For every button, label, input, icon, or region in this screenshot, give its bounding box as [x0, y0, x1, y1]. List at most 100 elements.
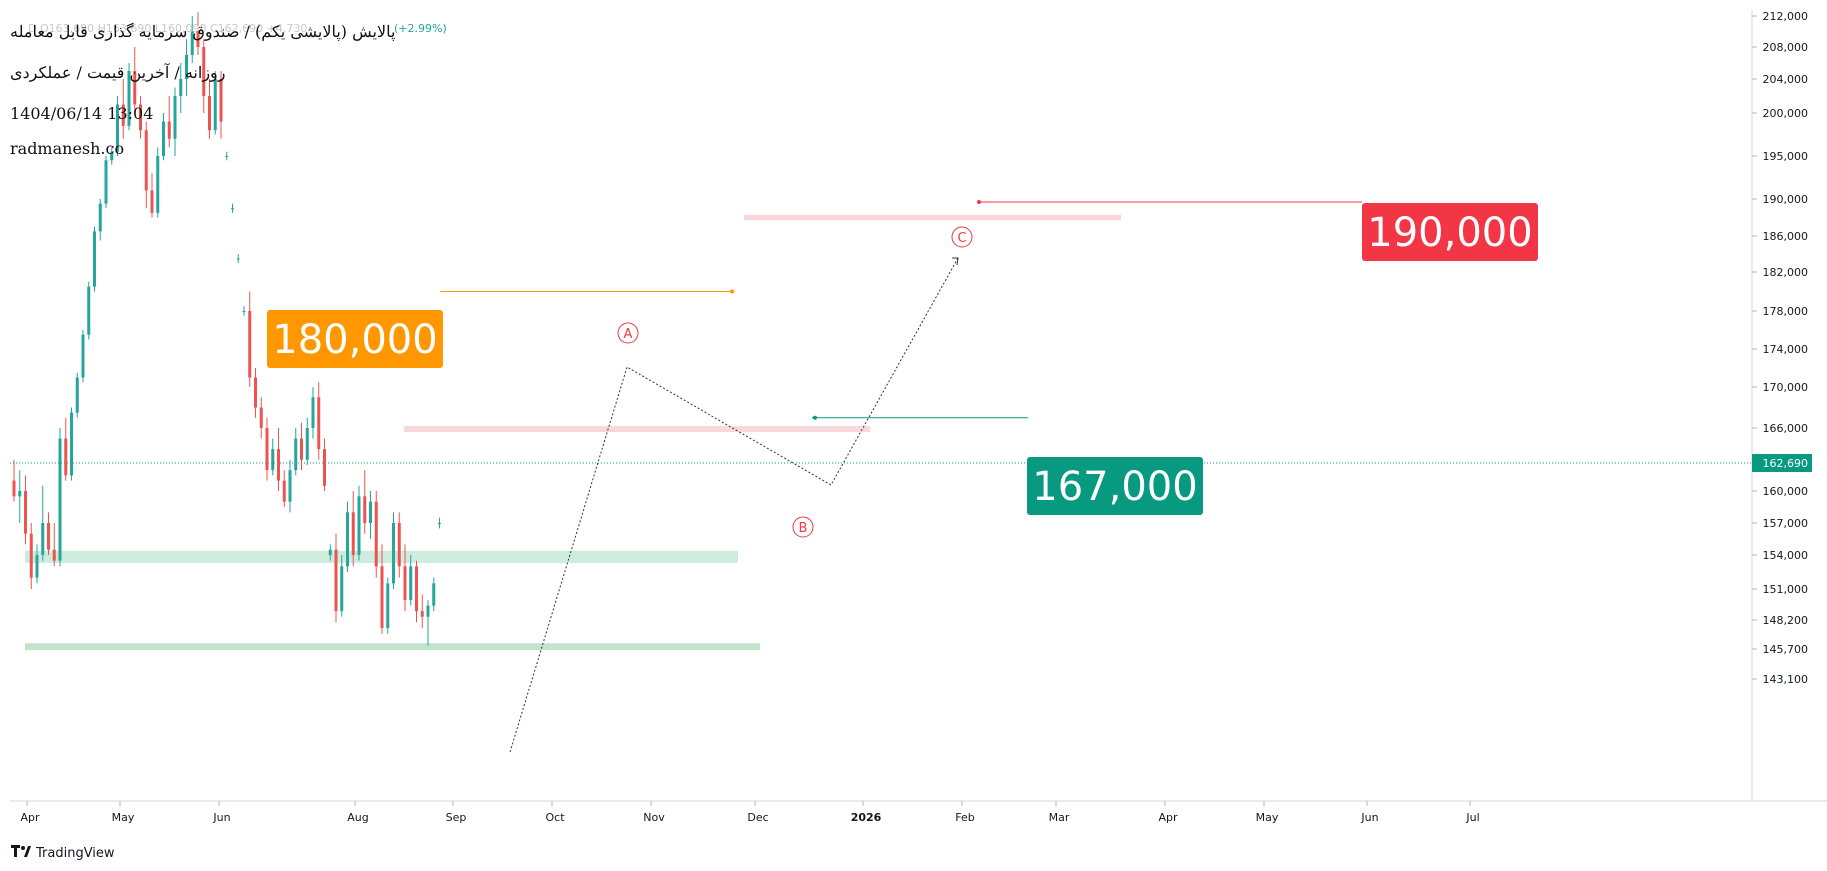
last-price-badge	[1752, 454, 1812, 472]
price-label-red[interactable]: 190,000	[1362, 203, 1538, 261]
candle[interactable]	[58, 428, 62, 567]
candle[interactable]	[162, 113, 165, 161]
candle[interactable]	[139, 96, 142, 139]
candle[interactable]	[219, 71, 223, 139]
time-axis[interactable]: Apr May Jun Aug Sep Oct Nov Dec 2026 Feb Mar Apr May…	[20, 801, 1480, 824]
candle[interactable]	[18, 470, 22, 523]
candle[interactable]	[305, 417, 309, 465]
candle[interactable]	[438, 517, 441, 529]
wave-label-c[interactable]: C	[951, 226, 973, 248]
candle[interactable]	[300, 422, 303, 471]
candle[interactable]	[47, 512, 50, 555]
candle[interactable]	[41, 485, 45, 561]
candle[interactable]	[144, 121, 148, 209]
candle[interactable]	[12, 459, 16, 502]
chart-subtitle: روزانه / آخرین قیمت / عملکردی	[10, 63, 226, 82]
candle[interactable]	[265, 417, 269, 481]
wave-label-b[interactable]: B	[792, 516, 814, 538]
candle[interactable]	[179, 63, 183, 113]
price-axis-tick-label: 151,000	[1763, 583, 1809, 596]
wave-label-a[interactable]: A	[617, 322, 639, 344]
candle[interactable]	[225, 151, 229, 161]
candle[interactable]	[208, 79, 211, 139]
zone-pink-upper[interactable]	[744, 214, 1121, 221]
price-label-orange[interactable]: 180,000	[267, 310, 443, 368]
candle-body	[380, 566, 384, 629]
candle[interactable]	[242, 306, 246, 316]
candle[interactable]	[328, 544, 332, 561]
candle[interactable]	[167, 96, 171, 148]
price-axis-tick-label: 204,000	[1763, 73, 1809, 86]
candle[interactable]	[369, 491, 372, 539]
candle[interactable]	[248, 291, 252, 388]
candle[interactable]	[70, 407, 73, 481]
price-axis-tick-label: 195,000	[1763, 150, 1809, 163]
candle[interactable]	[409, 555, 413, 606]
zone-pink-mid[interactable]	[404, 426, 870, 433]
candle[interactable]	[185, 39, 188, 96]
candle[interactable]	[35, 544, 39, 584]
candle[interactable]	[317, 382, 321, 460]
candle[interactable]	[271, 438, 275, 476]
candle[interactable]	[323, 438, 326, 491]
candle[interactable]	[236, 254, 240, 263]
tradingview-logo[interactable]: TradingView	[11, 845, 115, 861]
candle-body	[139, 104, 142, 131]
candle[interactable]	[415, 560, 418, 623]
candle[interactable]	[363, 470, 367, 534]
candle[interactable]	[121, 79, 125, 139]
candle[interactable]	[397, 512, 401, 578]
candle[interactable]	[426, 600, 430, 646]
candle[interactable]	[432, 577, 436, 612]
candle[interactable]	[374, 491, 378, 578]
candle[interactable]	[254, 368, 257, 418]
candle[interactable]	[311, 387, 315, 439]
candle[interactable]	[133, 47, 137, 113]
candle[interactable]	[110, 147, 114, 165]
candle[interactable]	[104, 156, 108, 209]
candle[interactable]	[87, 281, 91, 340]
candle[interactable]	[81, 330, 85, 383]
candle[interactable]	[288, 459, 292, 513]
candle[interactable]	[127, 63, 131, 131]
price-axis[interactable]: 212,000 208,000 204,000 200,000 195,000 190,0…	[1752, 10, 1812, 686]
candle[interactable]	[380, 544, 384, 634]
candle-body	[248, 311, 252, 378]
candle[interactable]	[340, 555, 344, 617]
candle[interactable]	[173, 87, 177, 157]
candle[interactable]	[420, 594, 424, 629]
candle[interactable]	[29, 523, 33, 589]
candle[interactable]	[150, 173, 154, 218]
candle[interactable]	[392, 512, 395, 589]
candle[interactable]	[231, 203, 234, 213]
candle[interactable]	[202, 39, 206, 113]
candle[interactable]	[277, 428, 280, 491]
candle[interactable]	[386, 577, 390, 634]
chart-datetime: 1404/06/14 13:04	[10, 104, 154, 123]
candle[interactable]	[190, 16, 194, 63]
candle[interactable]	[346, 501, 349, 572]
candle[interactable]	[213, 71, 217, 135]
candle[interactable]	[75, 372, 79, 418]
candle[interactable]	[52, 523, 56, 567]
projection-path[interactable]	[509, 257, 959, 753]
candle[interactable]	[93, 226, 96, 292]
candle[interactable]	[98, 199, 102, 241]
price-label-teal[interactable]: 167,000	[1027, 457, 1203, 515]
candle[interactable]	[403, 544, 407, 612]
candle[interactable]	[116, 96, 119, 156]
candle[interactable]	[351, 491, 355, 567]
candle[interactable]	[282, 470, 286, 507]
candle[interactable]	[64, 417, 68, 481]
candle[interactable]	[24, 475, 27, 545]
candle[interactable]	[294, 428, 298, 476]
price-labels-layer[interactable]: 180,000 167,000 190,000	[267, 203, 1538, 515]
candle[interactable]	[156, 147, 160, 218]
candle-body	[265, 428, 269, 471]
candle[interactable]	[196, 12, 200, 55]
candle[interactable]	[334, 533, 338, 623]
candle[interactable]	[357, 485, 361, 561]
candle[interactable]	[259, 397, 263, 439]
zone-green-lower[interactable]	[25, 643, 760, 651]
